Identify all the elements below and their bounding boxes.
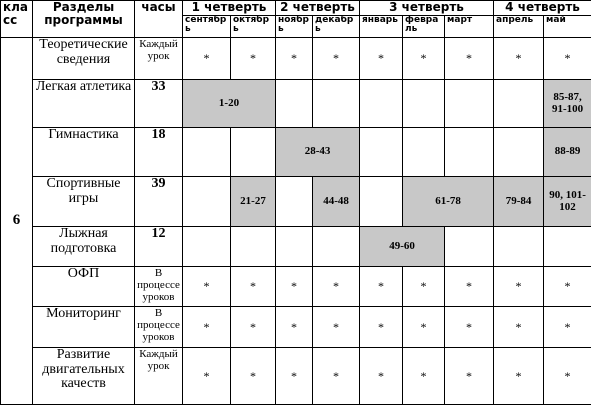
- section-name: Легкая атлетика: [33, 80, 135, 128]
- star-cell: *: [231, 38, 276, 80]
- section-name: Теоретические сведения: [33, 38, 135, 80]
- quarter-3-header: 3 четверть: [360, 1, 494, 16]
- header-row: кла сс Разделы программы часы 1 четверть…: [1, 1, 591, 16]
- star-cell: *: [494, 267, 544, 307]
- star-cell: *: [494, 38, 544, 80]
- star-cell: *: [276, 38, 313, 80]
- hours-cell: Каждый урок: [135, 38, 183, 80]
- star-cell: *: [360, 38, 403, 80]
- lesson-range: 61-78: [403, 177, 494, 227]
- hours-cell: В процессе уроков: [135, 267, 183, 307]
- month-february: февра ль: [403, 16, 445, 38]
- section-name: Гимнастика: [33, 128, 135, 177]
- star-cell: *: [544, 38, 591, 80]
- hours-cell: 18: [135, 128, 183, 177]
- star-cell: *: [313, 307, 360, 348]
- section-name: Лыжная подготовка: [33, 227, 135, 267]
- star-cell: *: [445, 307, 494, 348]
- table-row: Мониторинг В процессе уроков * * * * * *…: [1, 307, 591, 348]
- hours-cell: В процессе уроков: [135, 307, 183, 348]
- section-name: Развитие двигательных качеств: [33, 348, 135, 405]
- star-cell: *: [231, 307, 276, 348]
- star-cell: *: [544, 307, 591, 348]
- star-cell: *: [360, 267, 403, 307]
- month-march: март: [445, 16, 494, 38]
- star-cell: *: [544, 348, 591, 405]
- lesson-range: 90, 101-102: [544, 177, 591, 227]
- quarter-4-header: 4 четверть: [494, 1, 591, 16]
- star-cell: *: [445, 267, 494, 307]
- star-cell: *: [313, 348, 360, 405]
- month-october: октябр ь: [231, 16, 276, 38]
- star-cell: *: [183, 267, 231, 307]
- section-name: Мониторинг: [33, 307, 135, 348]
- star-cell: *: [494, 307, 544, 348]
- hours-cell: Каждый урок: [135, 348, 183, 405]
- star-cell: *: [183, 38, 231, 80]
- lesson-range: 21-27: [231, 177, 276, 227]
- star-cell: *: [494, 348, 544, 405]
- month-november: ноябр ь: [276, 16, 313, 38]
- star-cell: *: [313, 38, 360, 80]
- section-name: Спортивные игры: [33, 177, 135, 227]
- star-cell: *: [183, 348, 231, 405]
- star-cell: *: [276, 307, 313, 348]
- lesson-range: 49-60: [360, 227, 445, 267]
- hours-cell: 33: [135, 80, 183, 128]
- quarter-2-header: 2 четверть: [276, 1, 360, 16]
- table-row: Лыжная подготовка 12 49-60: [1, 227, 591, 267]
- lesson-range: 28-43: [276, 128, 360, 177]
- table-row: Спортивные игры 39 21-27 44-48 61-78 79-…: [1, 177, 591, 227]
- star-cell: *: [360, 307, 403, 348]
- star-cell: *: [360, 348, 403, 405]
- hours-cell: 12: [135, 227, 183, 267]
- table-row: Гимнастика 18 28-43 88-89: [1, 128, 591, 177]
- star-cell: *: [445, 348, 494, 405]
- star-cell: *: [403, 348, 445, 405]
- star-cell: *: [403, 307, 445, 348]
- lesson-range: 88-89: [544, 128, 591, 177]
- star-cell: *: [276, 348, 313, 405]
- star-cell: *: [231, 267, 276, 307]
- class-header: кла сс: [1, 1, 33, 38]
- lesson-range: 79-84: [494, 177, 544, 227]
- grade-cell: 6: [1, 38, 33, 405]
- star-cell: *: [313, 267, 360, 307]
- star-cell: *: [183, 307, 231, 348]
- section-name: ОФП: [33, 267, 135, 307]
- table-row: 6 Теоретические сведения Каждый урок * *…: [1, 38, 591, 80]
- sections-header: Разделы программы: [33, 1, 135, 38]
- lesson-range: 1-20: [183, 80, 276, 128]
- month-april: апрель: [494, 16, 544, 38]
- star-cell: *: [403, 38, 445, 80]
- month-january: январь: [360, 16, 403, 38]
- table-row: Развитие двигательных качеств Каждый уро…: [1, 348, 591, 405]
- star-cell: *: [276, 267, 313, 307]
- star-cell: *: [544, 267, 591, 307]
- star-cell: *: [445, 38, 494, 80]
- lesson-range: 85-87, 91-100: [544, 80, 591, 128]
- table-row: ОФП В процессе уроков * * * * * * * * *: [1, 267, 591, 307]
- month-may: май: [544, 16, 591, 38]
- lesson-range: 44-48: [313, 177, 360, 227]
- month-december: декабр ь: [313, 16, 360, 38]
- hours-header: часы: [135, 1, 183, 38]
- star-cell: *: [403, 267, 445, 307]
- month-september: сентябр ь: [183, 16, 231, 38]
- hours-cell: 39: [135, 177, 183, 227]
- quarter-1-header: 1 четверть: [183, 1, 276, 16]
- star-cell: *: [231, 348, 276, 405]
- table-row: Легкая атлетика 33 1-20 85-87, 91-100: [1, 80, 591, 128]
